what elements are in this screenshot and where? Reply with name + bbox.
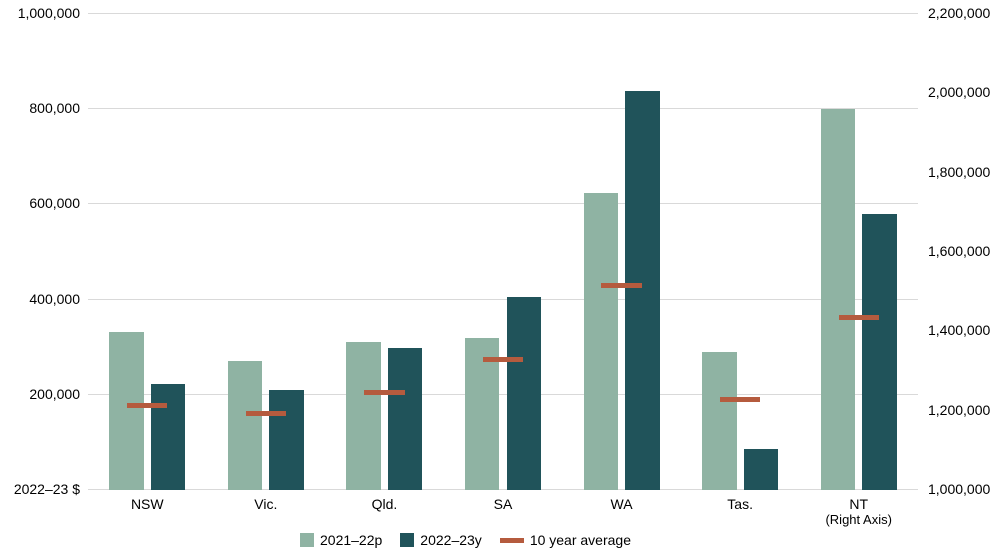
x-axis-category-text: NSW [131, 496, 164, 512]
gridline [88, 299, 918, 300]
avg-marker [720, 397, 760, 402]
bar [744, 449, 778, 490]
legend-item: 2021–22p [300, 532, 382, 548]
gridline [88, 108, 918, 109]
x-axis-category-text: SA [494, 496, 513, 512]
y-axis-left-tick-label: 800,000 [29, 100, 80, 116]
y-axis-left-tick-label: 400,000 [29, 291, 80, 307]
x-axis-category-label: SA [494, 496, 513, 512]
x-axis-category-text: WA [611, 496, 633, 512]
x-axis-category-label: Tas. [727, 496, 753, 512]
y-axis-right-tick-label: 1,800,000 [928, 164, 990, 180]
x-axis-category-text: Tas. [727, 496, 753, 512]
bar [269, 390, 303, 490]
plot-area [88, 14, 918, 490]
y-axis-right-tick-label: 1,200,000 [928, 402, 990, 418]
chart-container: 2022–23 $ 200,000 400,000 600,000 800,000 1,0… [0, 0, 1006, 555]
y-axis-right-tick-label: 1,400,000 [928, 322, 990, 338]
legend-swatch-line [500, 538, 524, 543]
y-axis-left-tick-label: 200,000 [29, 386, 80, 402]
bar [821, 109, 855, 490]
y-axis-right-tick-label: 1,600,000 [928, 243, 990, 259]
y-axis-right-tick-label: 1,000,000 [928, 481, 990, 497]
x-axis-category-text: Vic. [254, 496, 277, 512]
legend-label: 10 year average [530, 532, 631, 548]
bar [109, 332, 143, 490]
x-axis-category-label: NT(Right Axis) [825, 496, 891, 527]
bar [388, 348, 422, 490]
avg-marker [127, 403, 167, 408]
avg-marker [246, 411, 286, 416]
y-axis-right-tick-label: 2,200,000 [928, 5, 990, 21]
bar [228, 361, 262, 490]
legend-item: 10 year average [500, 532, 631, 548]
x-axis-category-text: NT [849, 496, 868, 512]
legend-label: 2022–23y [420, 532, 482, 548]
bar [151, 384, 185, 490]
avg-marker [483, 357, 523, 362]
x-axis-category-text: Qld. [372, 496, 398, 512]
gridline [88, 489, 918, 490]
y-axis-left-tick-label: 2022–23 $ [14, 481, 80, 497]
avg-marker [839, 315, 879, 320]
y-axis-left-tick-label: 600,000 [29, 195, 80, 211]
gridline [88, 203, 918, 204]
x-axis-category-label: NSW [131, 496, 164, 512]
bar [625, 91, 659, 490]
bar [702, 352, 736, 490]
legend-swatch-box [300, 533, 314, 547]
gridline [88, 13, 918, 14]
legend: 2021–22p 2022–23y 10 year average [300, 532, 631, 548]
avg-marker [364, 390, 404, 395]
legend-label: 2021–22p [320, 532, 382, 548]
bar [584, 193, 618, 491]
x-axis-category-label: Qld. [372, 496, 398, 512]
bar [346, 342, 380, 491]
legend-item: 2022–23y [400, 532, 482, 548]
bar [862, 214, 896, 490]
x-axis-category-label: Vic. [254, 496, 277, 512]
gridline [88, 394, 918, 395]
avg-marker [601, 283, 641, 288]
bar [507, 297, 541, 490]
y-axis-right-tick-label: 2,000,000 [928, 84, 990, 100]
x-axis-category-label: WA [611, 496, 633, 512]
x-axis-category-subtext: (Right Axis) [825, 512, 891, 527]
legend-swatch-box [400, 533, 414, 547]
y-axis-left-tick-label: 1,000,000 [18, 5, 80, 21]
